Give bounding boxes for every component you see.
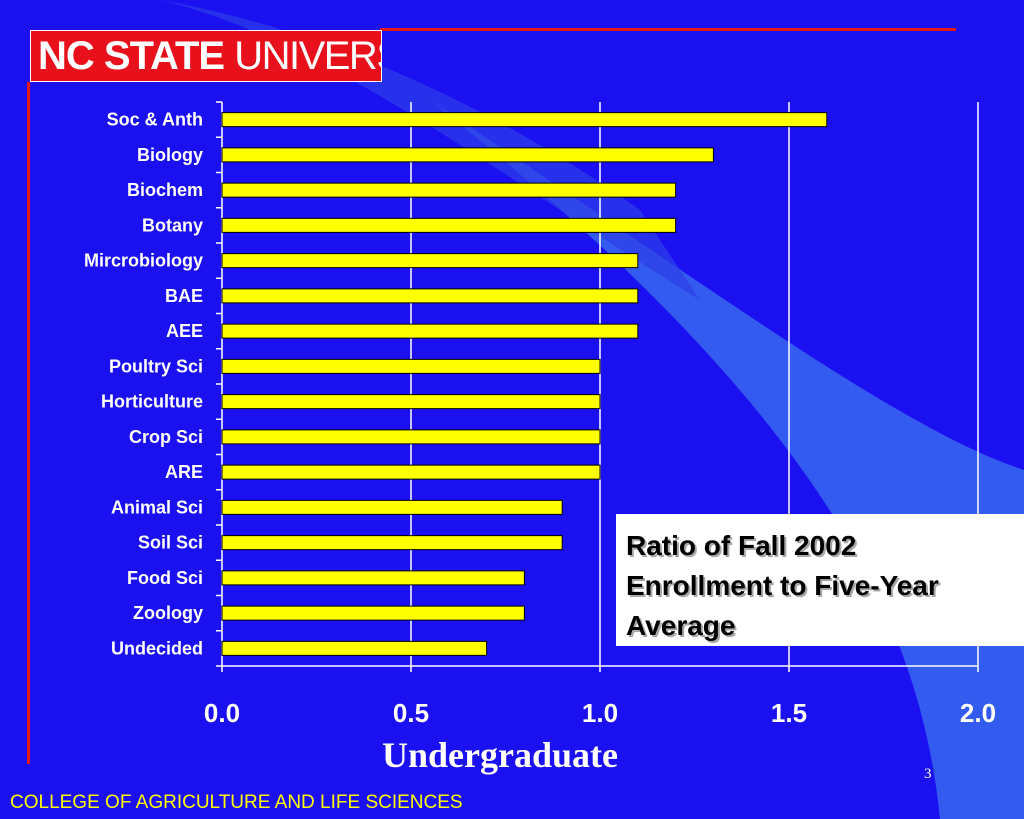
- category-label: Mircrobiology: [84, 251, 203, 271]
- x-tick-label: 0.0: [204, 698, 240, 728]
- category-label: Food Sci: [127, 568, 203, 588]
- category-label: Zoology: [133, 603, 203, 623]
- page-number: 3: [924, 766, 932, 782]
- category-label: ARE: [165, 462, 203, 482]
- nc-state-logo: NC STATE UNIVERSITY: [30, 30, 382, 82]
- category-label: Biology: [137, 145, 203, 165]
- category-label: Botany: [142, 215, 203, 235]
- x-tick-label: 1.0: [582, 698, 618, 728]
- category-label: Soil Sci: [138, 533, 203, 553]
- annotation-line-1: Ratio of Fall 2002: [626, 530, 857, 561]
- x-tick-label: 1.5: [771, 698, 807, 728]
- x-tick-label: 2.0: [960, 698, 996, 728]
- bar: [221, 253, 639, 269]
- bar: [221, 323, 639, 339]
- annotation-line-3: Average: [626, 610, 736, 641]
- bar: [221, 464, 601, 480]
- bar: [221, 147, 714, 163]
- x-tick-label: 0.5: [393, 698, 429, 728]
- category-label: Undecided: [111, 638, 203, 658]
- category-label: Animal Sci: [111, 497, 203, 517]
- bar: [221, 429, 601, 445]
- category-label: BAE: [165, 286, 203, 306]
- bar: [221, 394, 601, 410]
- chart-annotation-box: Ratio of Fall 2002 Enrollment to Five-Ye…: [616, 514, 1024, 646]
- bar: [221, 499, 563, 515]
- category-label: Soc & Anth: [107, 110, 203, 130]
- bar: [221, 358, 601, 374]
- category-label: Biochem: [127, 180, 203, 200]
- annotation-line-2: Enrollment to Five-Year: [626, 570, 939, 601]
- category-label: Horticulture: [101, 392, 203, 412]
- x-axis-title: Undergraduate: [382, 735, 618, 775]
- bar: [221, 112, 828, 128]
- category-label: Crop Sci: [129, 427, 203, 447]
- bar: [221, 182, 677, 198]
- logo-part1: NC STATE: [38, 34, 225, 78]
- footer-college-name: COLLEGE OF AGRICULTURE AND LIFE SCIENCES: [10, 792, 463, 813]
- category-label: Poultry Sci: [109, 356, 203, 376]
- bar: [221, 288, 639, 304]
- bar: [221, 640, 488, 656]
- logo-part2: UNIVERSITY: [234, 34, 381, 78]
- category-label: AEE: [166, 321, 203, 341]
- bar: [221, 570, 525, 586]
- top-red-rule: [380, 28, 956, 31]
- bar: [221, 217, 677, 233]
- left-red-rule: [27, 82, 30, 764]
- bar: [221, 535, 563, 551]
- bar: [221, 605, 525, 621]
